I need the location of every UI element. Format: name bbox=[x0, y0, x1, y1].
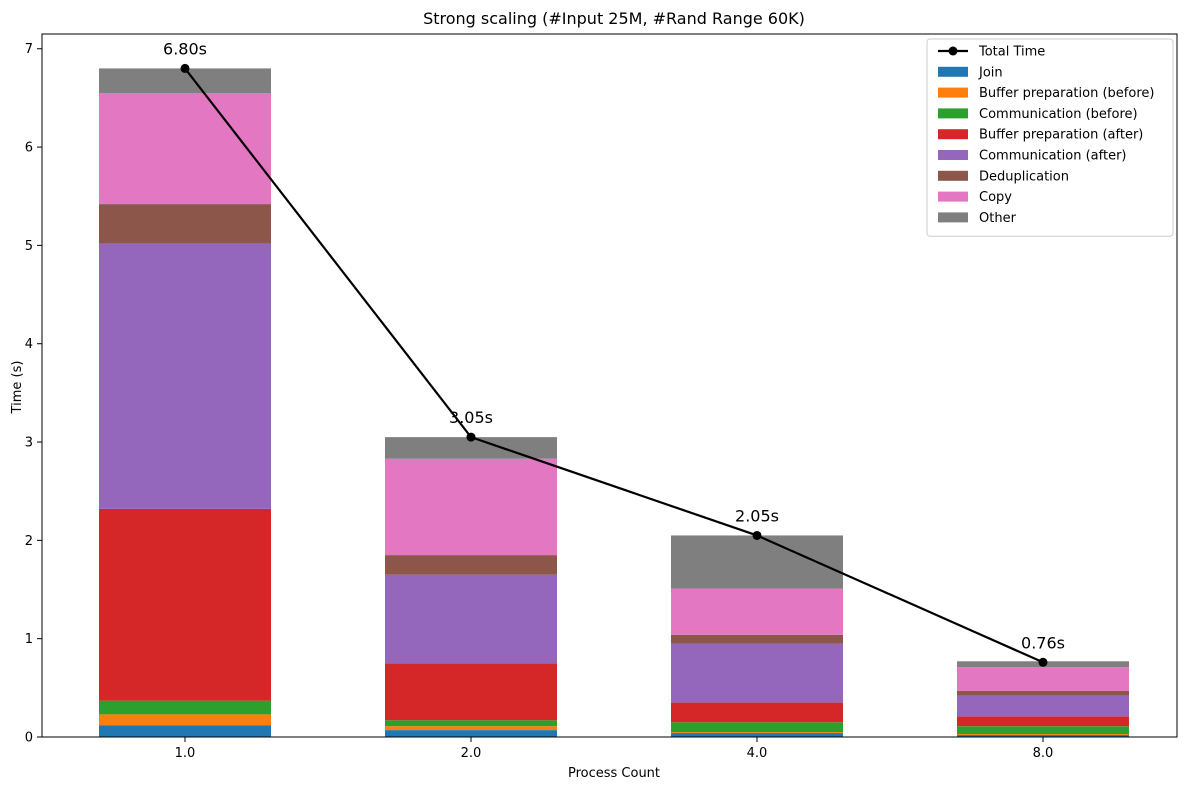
legend-swatch-7 bbox=[938, 212, 968, 223]
y-tick-label-6: 6 bbox=[25, 141, 33, 156]
bar-segment-0-cat-2 bbox=[671, 733, 843, 737]
legend-label-2: Communication (before) bbox=[979, 107, 1138, 122]
bar-segment-6-cat-2 bbox=[671, 588, 843, 635]
bar-segment-6-cat-3 bbox=[957, 667, 1129, 691]
legend-label-1: Buffer preparation (before) bbox=[979, 86, 1154, 101]
y-tick-label-2: 2 bbox=[25, 534, 33, 549]
total-time-label-1: 3.05s bbox=[449, 408, 493, 427]
bar-segment-5-cat-3 bbox=[957, 690, 1129, 696]
legend-swatch-1 bbox=[938, 87, 968, 98]
legend-swatch-5 bbox=[938, 170, 968, 181]
bar-segment-4-cat-2 bbox=[671, 643, 843, 703]
legend-swatch-0 bbox=[938, 66, 968, 77]
bar-segment-7-cat-1 bbox=[385, 437, 557, 459]
bar-segment-0-cat-0 bbox=[99, 725, 271, 737]
bar-segment-5-cat-0 bbox=[99, 204, 271, 244]
legend-line-marker bbox=[948, 46, 958, 56]
legend-swatch-4 bbox=[938, 150, 968, 160]
plot-frame bbox=[41, 33, 1178, 738]
bar-segment-2-cat-0 bbox=[99, 700, 271, 715]
total-time-label-2: 2.05s bbox=[735, 506, 779, 525]
y-tick-label-7: 7 bbox=[25, 42, 33, 57]
y-axis-title: Time (s) bbox=[10, 361, 25, 415]
bar-segment-5-cat-2 bbox=[671, 634, 843, 644]
bar-segment-1-cat-2 bbox=[671, 732, 843, 734]
y-tick-label-0: 0 bbox=[25, 731, 33, 746]
legend-box bbox=[926, 38, 1174, 237]
legend-label-4: Communication (after) bbox=[979, 149, 1127, 164]
bar-segment-6-cat-1 bbox=[385, 458, 557, 556]
bar-segment-6-cat-0 bbox=[99, 92, 271, 205]
bars-layer bbox=[99, 68, 1129, 737]
bar-segment-0-cat-3 bbox=[957, 735, 1129, 737]
bar-segment-3-cat-3 bbox=[957, 716, 1129, 727]
x-tick-label-3: 8.0 bbox=[1033, 746, 1054, 761]
bar-segment-2-cat-1 bbox=[385, 720, 557, 727]
total-time-point-1 bbox=[466, 432, 476, 442]
total-time-line bbox=[184, 67, 1044, 664]
legend-label-0: Join bbox=[978, 65, 1003, 80]
legend-swatch-2 bbox=[938, 108, 968, 119]
legend-label-5: Deduplication bbox=[979, 169, 1069, 184]
legend-swatch-3 bbox=[938, 129, 968, 140]
total-time-point-2 bbox=[752, 530, 762, 540]
total-time-point-0 bbox=[180, 63, 190, 73]
legend-label-3: Buffer preparation (after) bbox=[979, 128, 1143, 143]
y-tick-label-1: 1 bbox=[25, 632, 33, 647]
chart-title: Strong scaling (#Input 25M, #Rand Range … bbox=[423, 9, 805, 28]
total-time-line-layer: 6.80s 3.05s 2.05s 0.76s bbox=[163, 39, 1065, 667]
bar-segment-1-cat-1 bbox=[385, 726, 557, 731]
y-tick-label-5: 5 bbox=[25, 239, 33, 254]
bar-segment-1-cat-0 bbox=[99, 714, 271, 726]
bar-segment-4-cat-1 bbox=[385, 574, 557, 664]
axes-layer: 0 1 2 3 4 5 6 7 1.0 2.0 4.0 8.0 bbox=[25, 33, 1178, 761]
x-tick-label-1: 2.0 bbox=[461, 746, 482, 761]
bar-segment-3-cat-0 bbox=[99, 508, 271, 701]
bar-segment-2-cat-2 bbox=[671, 722, 843, 733]
bar-segment-3-cat-1 bbox=[385, 663, 557, 721]
legend-label-6: Copy bbox=[979, 190, 1012, 205]
bar-segment-3-cat-2 bbox=[671, 702, 843, 723]
total-time-label-3: 0.76s bbox=[1021, 633, 1065, 652]
bar-segment-4-cat-3 bbox=[957, 695, 1129, 717]
legend-label-total-time: Total Time bbox=[978, 45, 1045, 60]
bar-segment-2-cat-3 bbox=[957, 726, 1129, 735]
legend-label-7: Other bbox=[979, 211, 1017, 226]
total-time-point-3 bbox=[1038, 657, 1048, 667]
bar-segment-4-cat-0 bbox=[99, 243, 271, 509]
total-time-label-0: 6.80s bbox=[163, 39, 207, 58]
legend-swatch-6 bbox=[938, 191, 968, 202]
bar-segment-5-cat-1 bbox=[385, 555, 557, 575]
bar-segment-0-cat-1 bbox=[385, 730, 557, 737]
x-axis-title: Process Count bbox=[568, 766, 660, 781]
x-tick-label-2: 4.0 bbox=[747, 746, 768, 761]
x-tick-label-0: 1.0 bbox=[175, 746, 196, 761]
y-tick-label-3: 3 bbox=[25, 436, 33, 451]
legend: Total Time Join Buffer preparation (before… bbox=[926, 38, 1174, 237]
bar-segment-1-cat-3 bbox=[957, 734, 1129, 736]
y-tick-label-4: 4 bbox=[25, 337, 33, 352]
